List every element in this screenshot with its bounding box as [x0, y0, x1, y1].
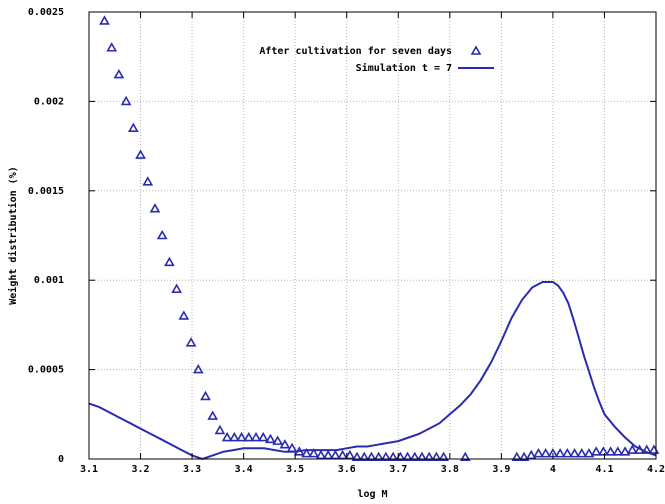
data-point-triangle: [164, 256, 175, 267]
x-tick-label: 3.7: [389, 464, 407, 475]
data-point-triangle: [120, 95, 132, 106]
data-point-triangle: [250, 431, 262, 442]
y-tick-label: 0.0005: [28, 365, 64, 376]
data-point-triangle: [561, 448, 573, 458]
data-point-triangle: [322, 449, 334, 460]
data-point-triangle: [228, 431, 240, 442]
data-point-triangle: [185, 337, 197, 347]
data-point-triangle: [619, 446, 631, 456]
data-point-triangle: [525, 449, 537, 460]
data-point-triangle: [380, 451, 392, 462]
data-point-triangle: [243, 431, 255, 442]
data-point-triangle: [156, 229, 168, 240]
data-point-triangle: [554, 448, 566, 458]
y-tick-label: 0.0025: [28, 7, 64, 18]
plot-frame: [88, 11, 657, 460]
ticks: [88, 11, 657, 460]
legend-label-simulation: Simulation t = 7: [356, 62, 452, 74]
data-point-triangle: [301, 448, 312, 458]
data-point-triangle: [142, 176, 154, 186]
y-tick-label: 0: [58, 454, 64, 465]
x-tick-label: 3.1: [80, 464, 98, 475]
data-point-triangle: [279, 439, 291, 449]
x-tick-label: 4.1: [595, 464, 613, 475]
x-axis-label: log M: [357, 489, 387, 500]
data-point-triangle: [431, 451, 442, 462]
data-point-triangle: [590, 446, 602, 456]
data-point-triangle: [511, 451, 523, 462]
data-point-triangle: [518, 451, 530, 462]
data-point-triangle: [265, 433, 276, 444]
data-point-triangle: [214, 424, 226, 435]
data-point-triangle: [612, 446, 624, 456]
x-tick-label: 3.5: [286, 464, 304, 475]
x-tick-label: 3.8: [441, 464, 459, 475]
data-point-triangle: [598, 446, 609, 456]
data-point-triangle: [402, 451, 413, 462]
data-point-triangle: [344, 449, 356, 460]
data-point-triangle: [438, 451, 450, 462]
data-point-triangle: [207, 410, 219, 420]
x-tick-label: 3.9: [492, 464, 510, 475]
data-point-triangle: [106, 42, 118, 52]
data-point-triangle: [149, 203, 161, 213]
data-point-triangle: [569, 448, 580, 458]
x-tick-label: 3.3: [183, 464, 201, 475]
x-tick-label: 4: [550, 464, 556, 475]
x-tick-label: 3.4: [235, 464, 253, 475]
y-tick-label: 0.0015: [28, 186, 64, 197]
data-point-triangle: [272, 435, 284, 445]
data-point-triangle: [459, 451, 471, 462]
data-point-triangle: [127, 122, 139, 133]
tick-labels: 3.1 3.2 3.3 3.4 3.5 3.6 3.7 3.8 3.9 4 4.1 4.2 0 0.000…: [28, 7, 665, 475]
data-point-triangle: [236, 431, 247, 442]
data-point-triangle: [315, 449, 327, 460]
data-point-triangle: [358, 451, 370, 462]
legend-label-cultivation: After cultivation for seven days: [259, 45, 452, 57]
data-point-triangle: [366, 451, 377, 462]
y-tick-label: 0.002: [34, 96, 64, 107]
y-axis-label: Weight distribution (%): [7, 166, 19, 304]
data-point-triangle: [178, 310, 190, 320]
data-point-triangle: [387, 451, 399, 462]
data-point-triangle: [583, 448, 595, 458]
data-point-triangle: [409, 451, 421, 462]
data-point-triangle: [576, 448, 588, 458]
data-point-triangle: [99, 15, 110, 25]
data-point-triangle: [423, 451, 435, 462]
data-point-triangle: [626, 444, 638, 454]
y-tick-label: 0.001: [34, 275, 64, 286]
legend: After cultivation for seven days Simulat…: [259, 45, 494, 74]
data-point-triangle: [171, 283, 183, 293]
data-point-triangle: [192, 363, 204, 374]
data-point-triangle: [351, 451, 363, 462]
data-point-triangle: [540, 448, 552, 458]
data-point-triangle: [257, 431, 269, 442]
data-point-triangle: [533, 448, 544, 458]
data-point-triangle: [416, 451, 428, 462]
data-point-triangle: [221, 431, 233, 442]
data-point-triangle: [135, 149, 146, 159]
x-tick-label: 3.6: [338, 464, 356, 475]
data-point-triangle: [330, 449, 341, 460]
data-point-triangle: [337, 449, 348, 460]
x-tick-label: 4.2: [647, 464, 665, 475]
data-point-triangle: [373, 451, 385, 462]
data-point-triangle: [308, 448, 320, 458]
data-point-triangle: [605, 446, 617, 456]
data-point-triangle: [200, 390, 211, 401]
data-point-triangle: [113, 68, 125, 79]
legend-marker-triangle: [470, 45, 482, 55]
x-tick-label: 3.2: [132, 464, 150, 475]
